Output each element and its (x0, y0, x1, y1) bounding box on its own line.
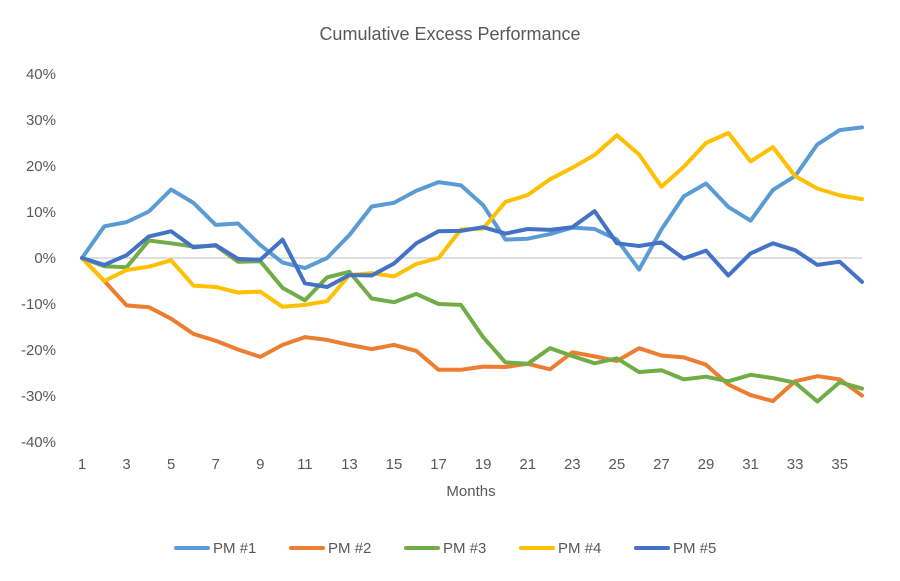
series-line-pm-1 (80, 125, 864, 272)
series-line-pm-5 (80, 209, 864, 289)
x-tick-label: 19 (475, 456, 492, 473)
x-tick-label: 29 (698, 456, 715, 473)
x-tick-label: 1 (78, 456, 86, 473)
x-tick-label: 21 (519, 456, 536, 473)
y-tick-label: -20% (21, 342, 56, 359)
y-tick-label: -10% (21, 296, 56, 313)
series-line-pm-2 (80, 256, 864, 404)
legend-label: PM #5 (673, 540, 716, 557)
x-tick-label: 15 (386, 456, 403, 473)
y-axis-ticks: -40% -30% -20% -10% 0% 10% 20% 30% 40% (21, 66, 56, 451)
series-line-pm-4 (80, 130, 864, 309)
x-tick-label: 27 (653, 456, 670, 473)
x-tick-label: 3 (122, 456, 130, 473)
x-tick-label: 31 (742, 456, 759, 473)
y-tick-label: -30% (21, 388, 56, 405)
y-tick-label: 20% (26, 158, 56, 175)
legend-label: PM #4 (558, 540, 601, 557)
x-tick-label: 25 (609, 456, 626, 473)
y-tick-label: 10% (26, 204, 56, 221)
y-tick-label: 0% (34, 250, 56, 267)
x-tick-label: 17 (430, 456, 447, 473)
x-tick-label: 5 (167, 456, 175, 473)
legend-label: PM #1 (213, 540, 256, 557)
x-tick-label: 11 (297, 456, 313, 473)
legend-label: PM #3 (443, 540, 486, 557)
x-axis-ticks: 1 3 5 7 9 11 13 15 17 19 21 23 25 27 29 31 33 35 (78, 456, 848, 473)
x-tick-label: 33 (787, 456, 804, 473)
legend: PM #1 PM #2 PM #3 PM #4 PM #5 (174, 540, 716, 557)
series-layer (80, 125, 864, 404)
x-tick-label: 23 (564, 456, 581, 473)
x-tick-label: 9 (256, 456, 264, 473)
x-tick-label: 35 (831, 456, 848, 473)
chart-title: Cumulative Excess Performance (319, 24, 580, 44)
legend-label: PM #2 (328, 540, 371, 557)
y-tick-label: 40% (26, 66, 56, 83)
y-tick-label: 30% (26, 112, 56, 129)
y-tick-label: -40% (21, 434, 56, 451)
x-tick-label: 7 (212, 456, 220, 473)
x-axis-label: Months (446, 483, 495, 500)
series-line-pm-3 (80, 238, 864, 404)
x-tick-label: 13 (341, 456, 358, 473)
